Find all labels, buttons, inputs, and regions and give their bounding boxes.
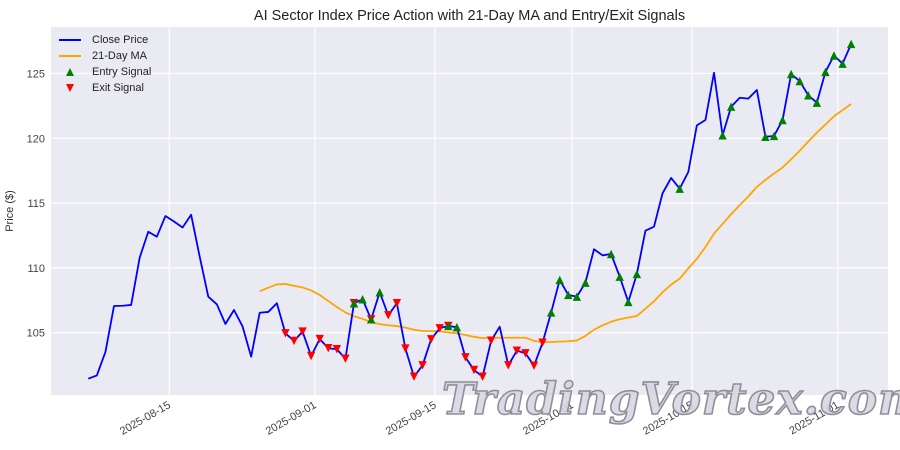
exit-signal-marker [486,336,496,345]
legend-item-ma: 21-Day MA [56,48,151,64]
entry-signal-marker [829,51,839,60]
exit-signal-marker [461,353,470,362]
exit-signal-marker [409,372,419,381]
exit-signal-marker [435,324,444,333]
x-tick-label: 2025-08-15 [118,399,173,438]
exit-signal-marker [521,349,530,358]
exit-signal-marker [529,361,539,370]
exit-signal-marker [392,299,402,308]
entry-signal-marker [555,275,564,285]
entry-signal-marker [581,278,590,287]
y-tick-label: 110 [27,263,45,275]
entry-signal-marker [615,272,624,281]
exit-signal-marker [315,334,324,344]
entry-signal-marker [821,67,830,77]
exit-signal-marker [332,345,342,354]
plot-area [51,27,888,395]
legend-label: Entry Signal [92,66,152,78]
exit-signal-marker [384,311,393,320]
entry-signal-marker [632,269,642,279]
entry-signal-marker [675,184,684,193]
exit-signal-marker [324,344,333,353]
entry-signal-marker [838,59,847,68]
chart-title: AI Sector Index Price Action with 21-Day… [253,8,686,24]
line-swatch-icon [56,48,84,64]
21-day-ma-line [259,103,852,344]
x-tick-label: 2025-11-01 [787,399,841,437]
entry-signal-marker [375,288,384,297]
line-swatch-icon [56,32,84,48]
entry-signal-marker [564,290,573,300]
exit-signal-marker [289,336,299,346]
exit-signal-marker [478,372,487,381]
triangle-up-icon [56,64,84,80]
entry-signal-marker [452,323,462,332]
entry-signal-marker [812,98,822,107]
entry-signal-marker [546,308,556,317]
entry-signal-marker [786,69,796,79]
exit-signal-marker [401,344,410,353]
data-series [87,43,852,380]
legend-item-entry: Entry Signal [56,64,151,80]
legend-label: Close Price [92,34,149,46]
triangle-down-icon [56,80,84,96]
entry-signal-marker [606,249,616,259]
grid-lines [51,27,888,395]
exit-signal-marker [281,329,290,338]
legend-item-close: Close Price [56,32,151,48]
entry-signal-marker [366,315,376,324]
y-tick-label: 125 [27,69,45,81]
x-axis-ticks: 2025-08-15 2025-09-01 2025-09-15 2025-10-01… [118,399,841,438]
entry-signal-marker [718,131,727,140]
close-price-line [87,43,852,380]
exit-signal-marker [426,335,436,344]
legend-item-exit: Exit Signal [56,80,151,96]
legend: Close Price 21-Day MA Entry Signal Exit … [56,32,151,96]
entry-signal-marker [624,297,633,307]
x-tick-label: 2025-10-01 [521,399,576,438]
signal-markers [281,39,856,381]
y-axis-label-text: Price ($) [4,190,16,232]
exit-signal-marker [469,365,479,375]
entry-signal-marker [726,102,736,111]
entry-signal-marker [795,76,804,86]
entry-signal-marker [769,131,779,141]
entry-signal-marker [778,115,787,125]
exit-signal-marker [306,351,316,361]
entry-signal-marker [444,321,453,331]
exit-signal-marker [504,361,513,370]
entry-signal-marker [846,39,856,49]
y-tick-label: 115 [27,198,45,210]
x-tick-label: 2025-10-15 [641,399,696,438]
entry-signal-marker [761,132,770,141]
exit-signal-marker [512,346,522,355]
x-tick-label: 2025-09-01 [264,399,319,438]
legend-label: 21-Day MA [92,50,148,62]
y-tick-label: 120 [27,133,45,145]
exit-signal-marker [341,354,350,363]
x-tick-label: 2025-09-15 [384,399,439,438]
entry-signal-marker [358,295,367,304]
entry-signal-marker [349,299,359,308]
exit-signal-marker [538,338,547,347]
exit-signal-marker [418,361,427,370]
legend-label: Exit Signal [92,82,144,94]
entry-signal-marker [572,292,582,301]
y-axis-ticks: 105 110 115 120 125 [27,69,45,340]
entry-signal-marker [804,91,813,100]
exit-signal-marker [298,327,307,336]
y-tick-label: 105 [27,328,45,340]
